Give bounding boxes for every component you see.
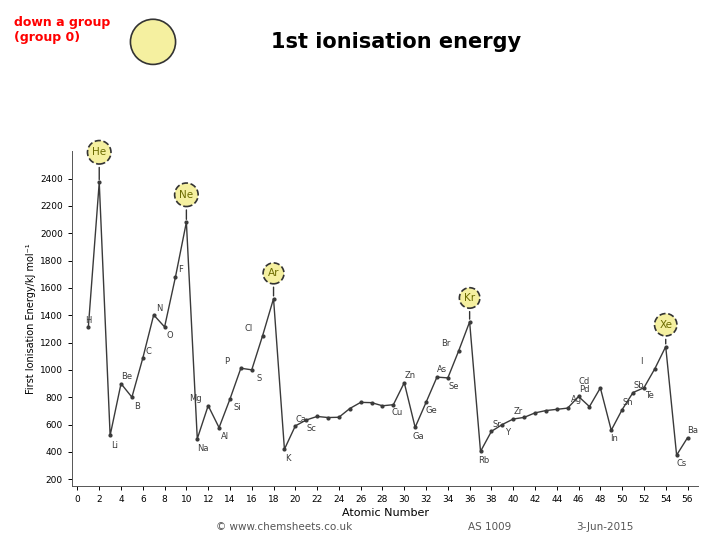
X-axis label: Atomic Number: Atomic Number <box>342 508 428 518</box>
Text: Cd: Cd <box>578 376 590 386</box>
Text: AS 1009: AS 1009 <box>468 522 511 532</box>
Text: Sb: Sb <box>633 381 644 390</box>
Text: O: O <box>167 332 174 340</box>
Y-axis label: First Ionisation Energy/kJ mol⁻¹: First Ionisation Energy/kJ mol⁻¹ <box>26 244 36 394</box>
Text: Pd: Pd <box>579 385 589 394</box>
Text: Cs: Cs <box>677 460 687 469</box>
Text: Cl: Cl <box>244 323 253 333</box>
Text: Kr: Kr <box>464 293 475 319</box>
Text: Te: Te <box>645 391 654 400</box>
Text: 1st ionisation energy: 1st ionisation energy <box>271 32 521 52</box>
Text: Li: Li <box>111 441 118 449</box>
Text: Ar: Ar <box>268 268 279 296</box>
Text: Ca: Ca <box>295 415 306 423</box>
Circle shape <box>130 19 176 64</box>
Text: Ba: Ba <box>688 427 698 435</box>
Text: Ga: Ga <box>413 432 424 441</box>
Text: down a group
(group 0): down a group (group 0) <box>14 16 111 44</box>
Text: He: He <box>92 147 107 180</box>
Text: Al: Al <box>220 432 228 441</box>
Text: Y: Y <box>505 428 510 437</box>
Text: © www.chemsheets.co.uk: © www.chemsheets.co.uk <box>216 522 352 532</box>
Text: N: N <box>156 303 162 313</box>
Text: Cu: Cu <box>391 408 402 417</box>
Text: As: As <box>437 365 447 374</box>
Text: Ne: Ne <box>179 190 194 219</box>
Text: Rb: Rb <box>478 456 490 465</box>
Text: Be: Be <box>121 372 132 381</box>
Text: Sc: Sc <box>307 424 317 433</box>
Text: Sn: Sn <box>622 399 633 407</box>
Text: Se: Se <box>448 382 459 390</box>
Text: P: P <box>224 357 229 366</box>
Text: Sr: Sr <box>492 420 501 429</box>
Text: B: B <box>135 402 140 410</box>
Text: Ge: Ge <box>426 406 437 415</box>
Text: Xe: Xe <box>660 320 672 344</box>
Text: Ag: Ag <box>571 395 582 404</box>
Text: C: C <box>145 347 151 356</box>
Text: Mg: Mg <box>189 394 202 403</box>
Text: 3-Jun-2015: 3-Jun-2015 <box>576 522 634 532</box>
Text: Na: Na <box>197 444 209 453</box>
Text: H: H <box>85 316 91 325</box>
Text: Si: Si <box>234 403 241 413</box>
Text: Zn: Zn <box>404 370 415 380</box>
Text: I: I <box>641 357 643 366</box>
Text: Br: Br <box>441 339 450 348</box>
Text: Zr: Zr <box>514 407 523 416</box>
Text: In: In <box>611 434 618 443</box>
Text: F: F <box>179 265 184 274</box>
Text: S: S <box>257 374 262 383</box>
Text: K: K <box>285 454 290 463</box>
